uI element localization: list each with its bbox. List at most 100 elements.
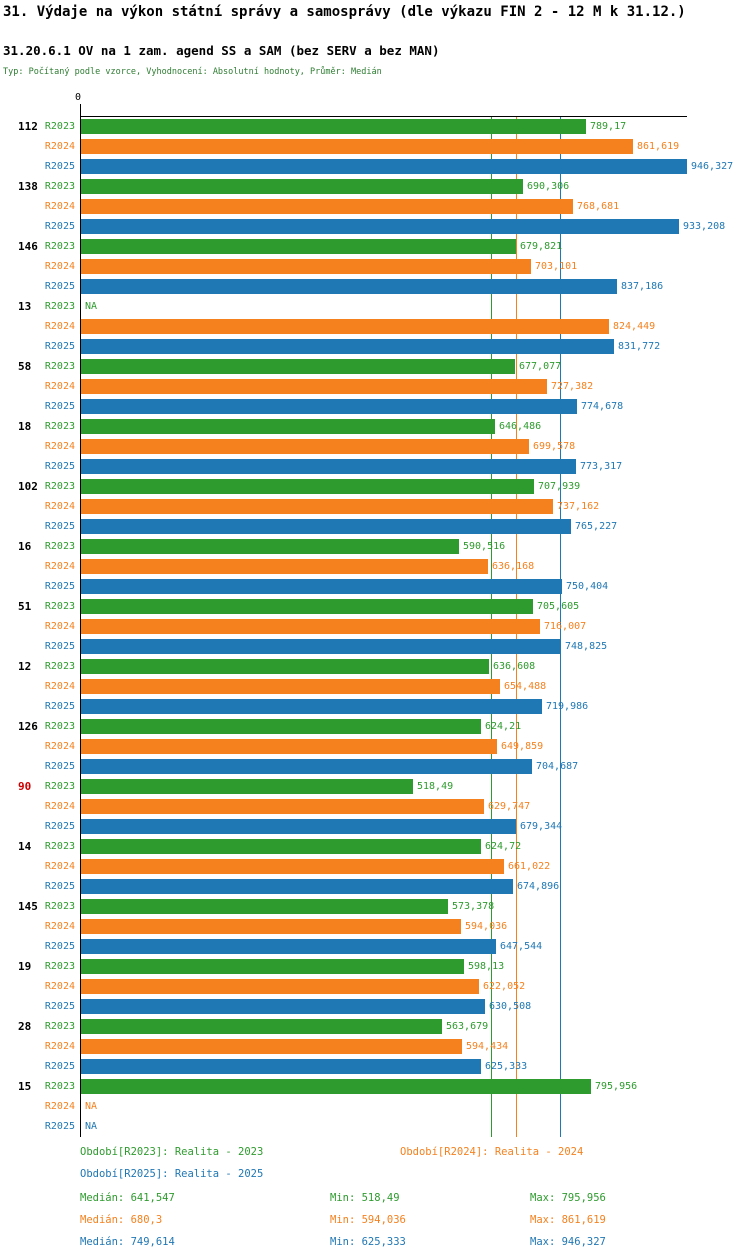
stat-median: Medián: 680,3 (80, 1214, 163, 1226)
stat-min: Min: 518,49 (330, 1192, 400, 1204)
bar (81, 999, 485, 1014)
series-year-label: R2023 (44, 421, 75, 432)
bar-value-label: 646,486 (499, 421, 542, 432)
group-id-label: 146 (18, 240, 38, 253)
bar (81, 159, 687, 174)
bar (81, 679, 500, 694)
bar (81, 799, 484, 814)
bar-value-label: 622,052 (483, 981, 526, 992)
bar (81, 339, 614, 354)
series-year-label: R2023 (44, 721, 75, 732)
stat-min: Min: 625,333 (330, 1236, 406, 1248)
bar-value-label: 674,896 (517, 881, 560, 892)
bar-value-label: 677,077 (519, 361, 562, 372)
series-year-label: R2025 (44, 1001, 75, 1012)
bar (81, 119, 586, 134)
bar-value-label: 679,344 (520, 821, 563, 832)
legend-item: Období[R2023]: Realita - 2023 (80, 1146, 264, 1158)
series-year-label: R2023 (44, 121, 75, 132)
stat-median: Medián: 641,547 (80, 1192, 175, 1204)
series-year-label: R2024 (44, 321, 75, 332)
bar-value-label: 748,825 (565, 641, 608, 652)
bar-value-label: 727,382 (551, 381, 594, 392)
group-id-label: 12 (18, 660, 32, 673)
median-line-r2025 (560, 117, 561, 1137)
median-line-r2023 (491, 117, 492, 1137)
median-line-r2024 (516, 117, 517, 1137)
bar-value-label: 654,488 (504, 681, 547, 692)
bar (81, 359, 515, 374)
series-year-label: R2023 (44, 241, 75, 252)
na-value-label: NA (85, 1121, 98, 1132)
bar-value-label: 719,986 (546, 701, 589, 712)
series-year-label: R2025 (44, 161, 75, 172)
series-year-label: R2024 (44, 141, 75, 152)
group-id-label: 18 (18, 420, 32, 433)
bar (81, 939, 496, 954)
stat-max: Max: 795,956 (530, 1192, 606, 1204)
axis-top-line (80, 116, 687, 117)
bar-value-label: 594,036 (465, 921, 508, 932)
series-year-label: R2025 (44, 1121, 75, 1132)
bar (81, 379, 547, 394)
series-year-label: R2023 (44, 1021, 75, 1032)
bar (81, 219, 679, 234)
group-id-label: 102 (18, 480, 38, 493)
bar-value-label: 590,516 (463, 541, 506, 552)
bar-value-label: 679,821 (520, 241, 563, 252)
bar (81, 459, 576, 474)
bar-value-label: 716,007 (544, 621, 587, 632)
bar (81, 619, 540, 634)
bar-value-label: 636,608 (493, 661, 536, 672)
bar (81, 879, 513, 894)
report-title: 31. Výdaje na výkon státní správy a samo… (3, 4, 686, 20)
legend-item: Období[R2024]: Realita - 2024 (400, 1146, 584, 1158)
series-year-label: R2023 (44, 481, 75, 492)
group-id-label: 145 (18, 900, 38, 913)
bar-value-label: 933,208 (683, 221, 726, 232)
bar (81, 659, 489, 674)
bar-value-label: 573,378 (452, 901, 495, 912)
bar (81, 259, 531, 274)
series-year-label: R2023 (44, 1081, 75, 1092)
series-year-label: R2023 (44, 181, 75, 192)
group-id-label: 126 (18, 720, 38, 733)
bar (81, 1039, 462, 1054)
series-year-label: R2025 (44, 941, 75, 952)
group-id-label: 51 (18, 600, 32, 613)
series-year-label: R2024 (44, 981, 75, 992)
series-year-label: R2024 (44, 381, 75, 392)
series-year-label: R2025 (44, 521, 75, 532)
bar (81, 399, 577, 414)
series-year-label: R2025 (44, 761, 75, 772)
series-year-label: R2025 (44, 641, 75, 652)
series-year-label: R2025 (44, 221, 75, 232)
series-year-label: R2025 (44, 401, 75, 412)
bar-value-label: 795,956 (595, 1081, 638, 1092)
group-id-label: 112 (18, 120, 38, 133)
bar-value-label: 563,679 (446, 1021, 489, 1032)
bar (81, 919, 461, 934)
series-year-label: R2025 (44, 581, 75, 592)
bar-value-label: 837,186 (621, 281, 664, 292)
stat-max: Max: 946,327 (530, 1236, 606, 1248)
report-meta-line: Typ: Počítaný podle vzorce, Vyhodnocení:… (3, 67, 382, 77)
bar-value-label: 774,678 (581, 401, 624, 412)
bar-value-label: 594,434 (466, 1041, 509, 1052)
group-id-label: 58 (18, 360, 32, 373)
series-year-label: R2024 (44, 261, 75, 272)
series-year-label: R2024 (44, 921, 75, 932)
bar-value-label: 707,939 (538, 481, 581, 492)
bar (81, 579, 562, 594)
bar-value-label: 518,49 (417, 781, 454, 792)
series-year-label: R2023 (44, 541, 75, 552)
bar-value-label: 946,327 (691, 161, 734, 172)
bar-value-label: 861,619 (637, 141, 680, 152)
series-year-label: R2023 (44, 601, 75, 612)
bar-value-label: 624,72 (485, 841, 522, 852)
bar (81, 739, 497, 754)
group-id-label: 28 (18, 1020, 32, 1033)
bar-value-label: 765,227 (575, 521, 618, 532)
